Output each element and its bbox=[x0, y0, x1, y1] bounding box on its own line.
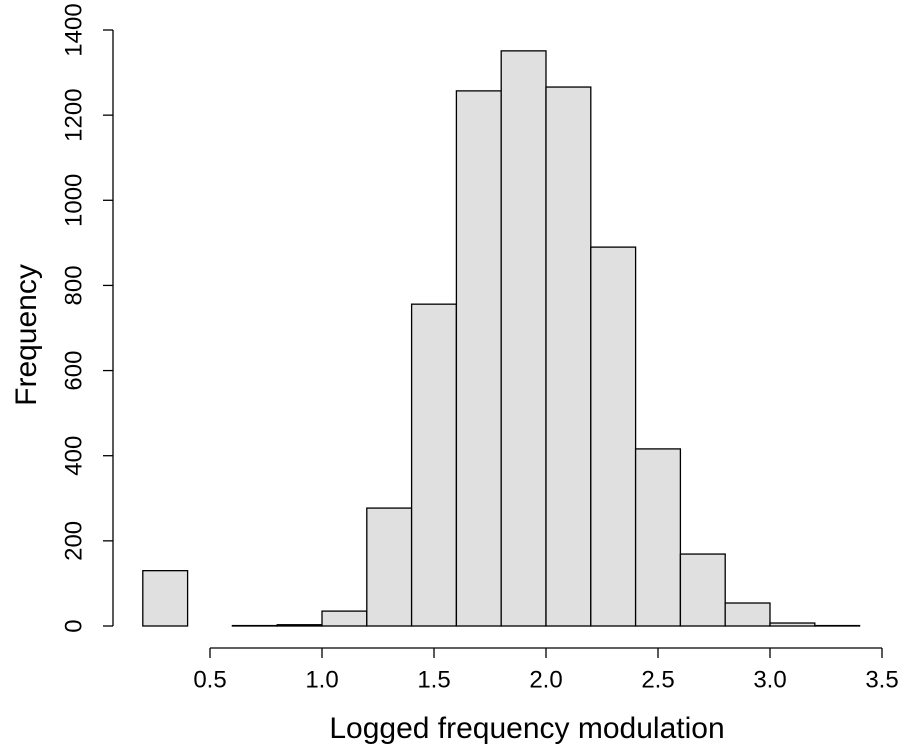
bar bbox=[679, 553, 726, 627]
bar bbox=[634, 448, 682, 627]
y-tick-label: 1000 bbox=[60, 174, 87, 227]
x-tick-label: 1.0 bbox=[305, 666, 338, 693]
y-tick-label: 200 bbox=[60, 521, 87, 561]
bar bbox=[410, 303, 458, 627]
bar bbox=[142, 570, 189, 627]
x-tick-label: 3.5 bbox=[865, 666, 898, 693]
bar bbox=[724, 602, 771, 627]
x-tick-label: 1.5 bbox=[417, 666, 450, 693]
x-tick-label: 3.0 bbox=[753, 666, 786, 693]
y-tick-label: 800 bbox=[60, 265, 87, 305]
bar bbox=[590, 246, 637, 627]
bar bbox=[769, 622, 816, 627]
x-axis-title: Logged frequency modulation bbox=[329, 712, 724, 745]
x-tick-label: 0.5 bbox=[193, 666, 226, 693]
bar bbox=[545, 86, 592, 627]
y-tick-label: 1400 bbox=[60, 3, 87, 56]
y-tick-label: 600 bbox=[60, 351, 87, 391]
x-tick-label: 2.5 bbox=[641, 666, 674, 693]
y-tick-label: 1200 bbox=[60, 88, 87, 141]
bar bbox=[500, 50, 547, 627]
bar bbox=[366, 507, 413, 627]
y-axis-title: Frequency bbox=[10, 264, 43, 406]
x-tick-label: 2.0 bbox=[529, 666, 562, 693]
bar bbox=[276, 624, 323, 627]
bar bbox=[455, 90, 502, 627]
bar bbox=[321, 610, 368, 627]
y-tick-label: 0 bbox=[60, 619, 87, 632]
y-tick-label: 400 bbox=[60, 436, 87, 476]
